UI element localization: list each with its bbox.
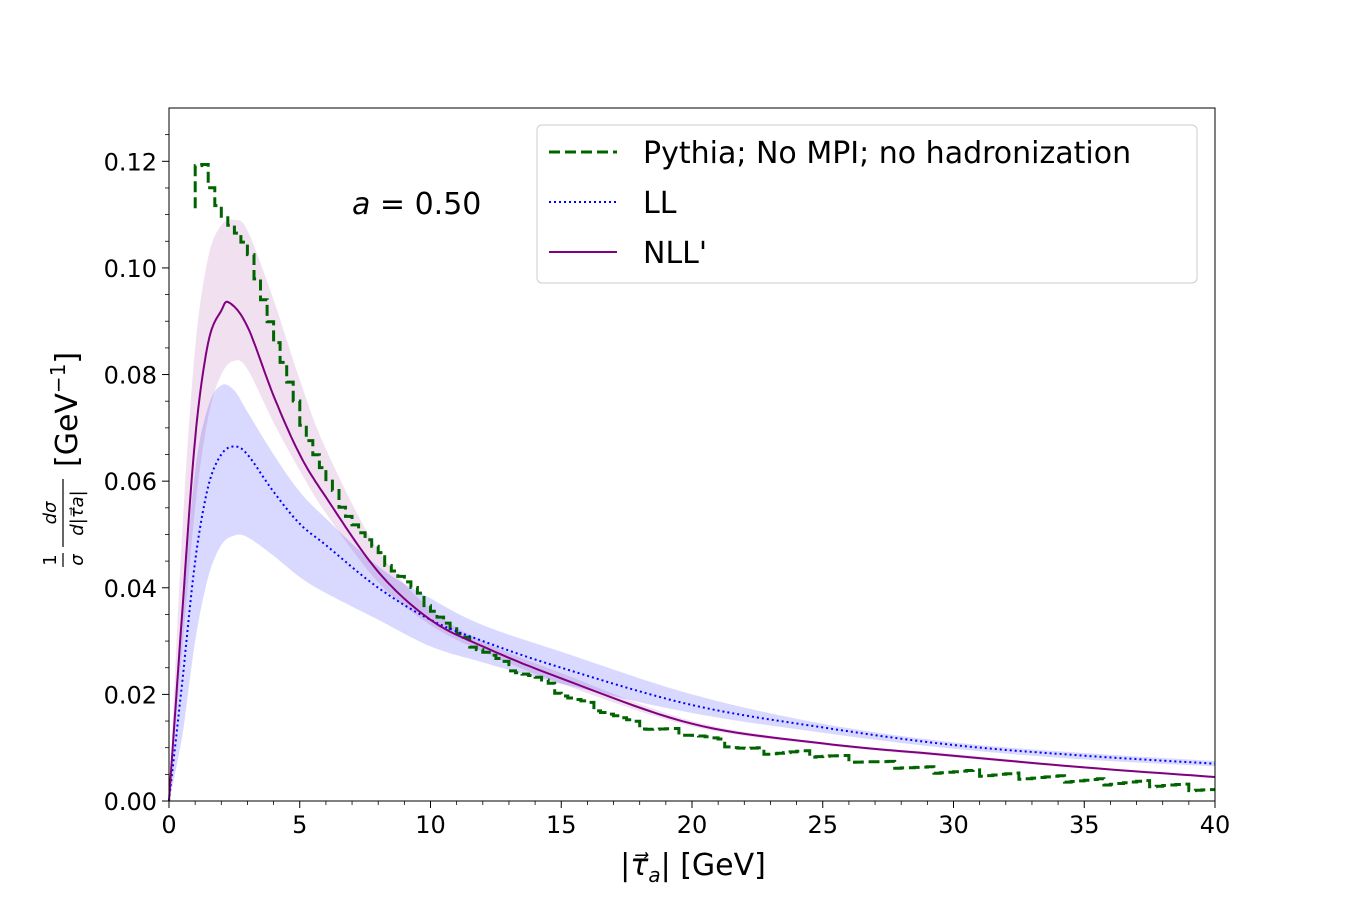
axis-ticks: 0 5 10 15 20 25 30 35 40 0.00 0.02 0.04 0.06 0.08 0.10…: [104, 134, 1231, 839]
series-line-pythia: [193, 163, 1215, 793]
x-tick-label: 0: [161, 811, 176, 839]
legend: Pythia; No MPI; no hadronization LL NLL': [536, 124, 1198, 284]
x-tick-label: 10: [415, 811, 446, 839]
x-tick-label: 5: [292, 811, 307, 839]
y-axis-title: 1 σ dσ d|τ⃗a| [GeV−1]: [40, 352, 88, 567]
series-line-ll: [168, 445, 1216, 802]
y-title-frac1-den: σ: [67, 554, 88, 566]
y-tick-label: 0.02: [104, 681, 157, 709]
x-tick-label: 35: [1069, 811, 1100, 839]
series-line-nll: [168, 300, 1216, 802]
y-tick-label: 0.06: [104, 468, 157, 496]
y-title-frac2-num: dσ: [40, 501, 61, 524]
band-ll: [169, 384, 1215, 801]
y-tick-label: 0.00: [104, 788, 157, 816]
y-tick-label: 0.10: [104, 255, 157, 283]
y-tick-label: 0.04: [104, 575, 157, 603]
legend-label-nll: NLL': [643, 236, 707, 271]
y-title-unit: [GeV−1]: [46, 352, 85, 467]
y-title-frac2-den: d|τ⃗a|: [67, 490, 88, 535]
x-tick-label: 25: [807, 811, 838, 839]
legend-box: [536, 124, 1198, 284]
series-lines: [168, 163, 1216, 802]
x-tick-label: 20: [677, 811, 708, 839]
annotation-text: a = 0.50: [352, 187, 481, 222]
legend-label-ll: LL: [643, 186, 677, 221]
band-nll: [169, 219, 1215, 801]
uncertainty-bands: [169, 219, 1215, 801]
y-tick-label: 0.08: [104, 362, 157, 390]
x-axis-title: |τ⃗a| [GeV]: [620, 848, 766, 887]
x-tick-label: 30: [938, 811, 969, 839]
y-tick-label: 0.12: [104, 148, 157, 176]
x-tick-label: 40: [1200, 811, 1231, 839]
legend-label-pythia: Pythia; No MPI; no hadronization: [643, 136, 1131, 171]
y-title-frac1-num: 1: [40, 554, 61, 565]
x-tick-label: 15: [546, 811, 577, 839]
